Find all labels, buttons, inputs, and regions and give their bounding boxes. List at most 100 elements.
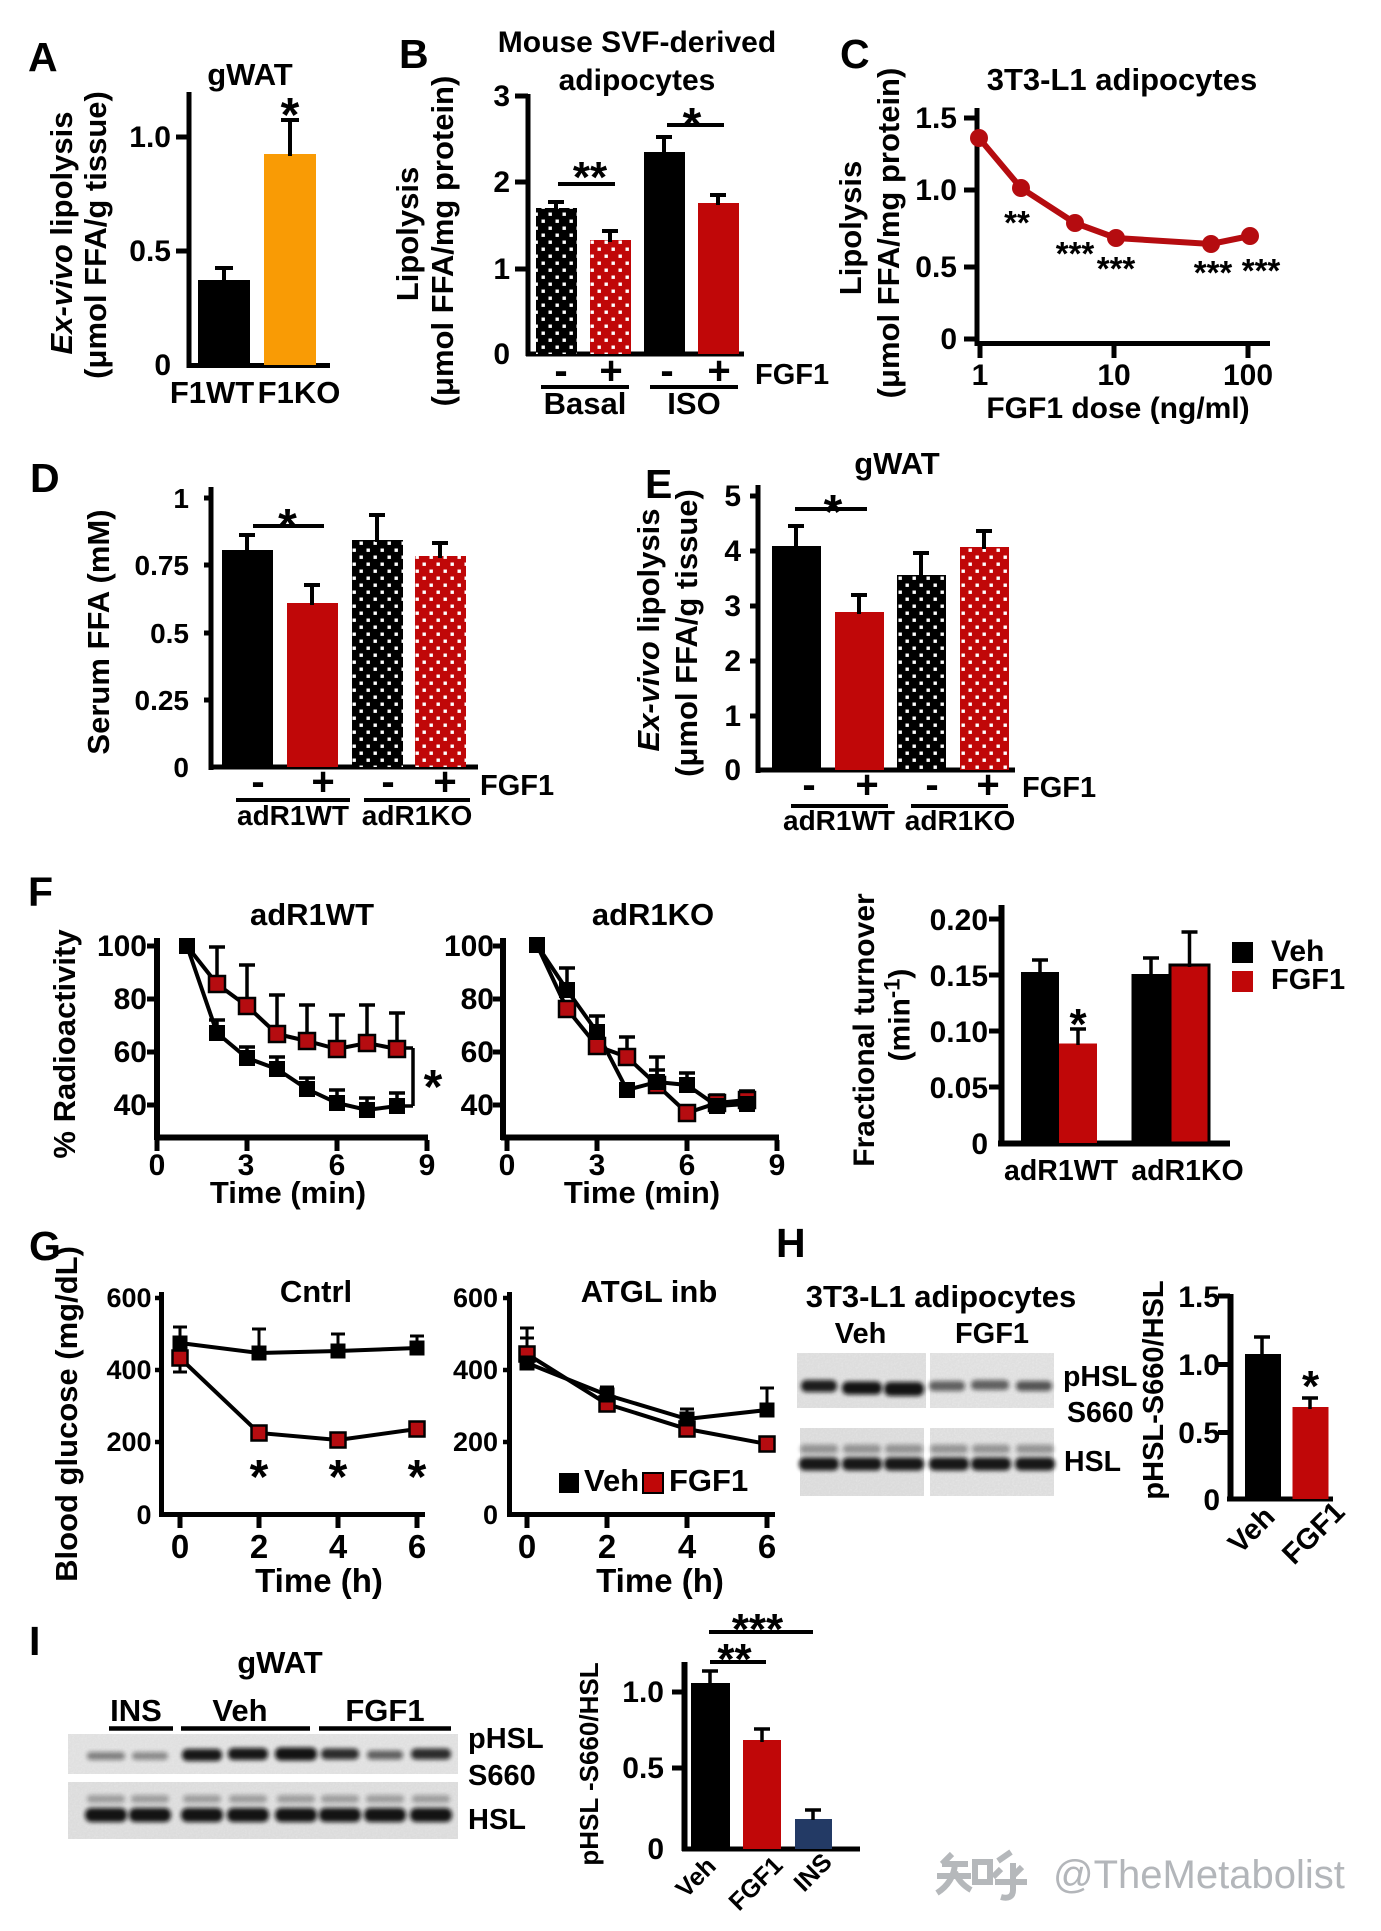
- svg-text:40: 40: [114, 1089, 147, 1122]
- svg-text:Ex-vivo lipolysis: Ex-vivo lipolysis: [631, 509, 666, 752]
- svg-text:**: **: [573, 153, 608, 202]
- svg-text:Time (h): Time (h): [255, 1562, 383, 1599]
- svg-text:Time (h): Time (h): [596, 1562, 724, 1599]
- svg-text:I: I: [29, 1618, 40, 1664]
- svg-text:100: 100: [444, 930, 494, 963]
- svg-text:9: 9: [769, 1149, 786, 1182]
- svg-text:-: -: [802, 763, 815, 807]
- svg-text:adR1WT: adR1WT: [1004, 1155, 1119, 1187]
- svg-text:pHSL-S660/HSL: pHSL-S660/HSL: [1138, 1280, 1170, 1499]
- svg-text:0: 0: [149, 1149, 166, 1182]
- svg-text:B: B: [399, 31, 429, 77]
- svg-text:9: 9: [419, 1149, 436, 1182]
- svg-text:0.75: 0.75: [135, 550, 190, 581]
- svg-text:**: **: [717, 1635, 752, 1684]
- svg-text:2: 2: [493, 166, 510, 199]
- svg-text:***: ***: [1056, 235, 1095, 272]
- svg-text:adR1KO: adR1KO: [1131, 1155, 1243, 1187]
- svg-text:1.0: 1.0: [129, 121, 171, 154]
- svg-text:60: 60: [461, 1036, 494, 1069]
- svg-text:3: 3: [238, 1149, 255, 1182]
- svg-text:1: 1: [493, 253, 510, 286]
- svg-text:Veh: Veh: [1271, 935, 1324, 968]
- svg-text:F1WT: F1WT: [170, 375, 254, 410]
- svg-text:80: 80: [461, 983, 494, 1016]
- svg-text:2: 2: [598, 1528, 616, 1565]
- svg-text:0: 0: [483, 1500, 498, 1530]
- svg-text:gWAT: gWAT: [237, 1645, 323, 1680]
- svg-text:E: E: [645, 461, 672, 507]
- svg-text:0.5: 0.5: [915, 251, 957, 284]
- svg-text:1.5: 1.5: [915, 102, 957, 135]
- svg-text:ISO: ISO: [667, 386, 720, 421]
- svg-text:+: +: [707, 349, 730, 393]
- svg-text:2: 2: [724, 645, 741, 678]
- svg-text:Ex-vivo lipolysis: Ex-vivo lipolysis: [44, 112, 79, 355]
- svg-text:Lipolysis: Lipolysis: [390, 167, 425, 301]
- svg-text:0: 0: [971, 1128, 988, 1161]
- svg-text:40: 40: [461, 1089, 494, 1122]
- svg-text:FGF1: FGF1: [345, 1693, 424, 1728]
- svg-text:S660: S660: [468, 1760, 536, 1792]
- svg-text:S660: S660: [1067, 1397, 1134, 1429]
- svg-text:0.15: 0.15: [930, 960, 988, 993]
- svg-text:Serum FFA (mM): Serum FFA (mM): [81, 509, 116, 754]
- svg-text:-: -: [554, 349, 567, 393]
- svg-text:FGF1: FGF1: [1022, 772, 1096, 804]
- svg-text:*: *: [278, 500, 297, 553]
- svg-text:400: 400: [453, 1355, 498, 1385]
- svg-text:pHSL: pHSL: [1063, 1361, 1137, 1393]
- svg-text:D: D: [30, 455, 60, 501]
- svg-text:0: 0: [518, 1528, 536, 1565]
- svg-text:+: +: [433, 760, 456, 804]
- svg-text:6: 6: [679, 1149, 696, 1182]
- svg-text:*: *: [250, 1451, 269, 1504]
- svg-text:80: 80: [114, 983, 147, 1016]
- svg-text:Blood glucose (mg/dL): Blood glucose (mg/dL): [49, 1246, 84, 1582]
- svg-text:3: 3: [589, 1149, 606, 1182]
- svg-text:4: 4: [678, 1528, 697, 1565]
- svg-text:Time (min): Time (min): [210, 1175, 366, 1210]
- svg-text:Fractional turnover: Fractional turnover: [848, 893, 881, 1167]
- svg-text:Mouse SVF-derived: Mouse SVF-derived: [498, 26, 776, 59]
- svg-text:60: 60: [114, 1036, 147, 1069]
- svg-text:*: *: [683, 99, 702, 152]
- svg-text:0: 0: [171, 1528, 189, 1565]
- svg-text:-: -: [381, 760, 394, 804]
- svg-text:+: +: [855, 763, 878, 807]
- svg-text:0: 0: [499, 1149, 516, 1182]
- svg-text:3: 3: [493, 80, 510, 113]
- svg-text:+: +: [311, 760, 334, 804]
- svg-text:F1KO: F1KO: [258, 375, 341, 410]
- svg-text:0.20: 0.20: [930, 904, 988, 937]
- svg-text:600: 600: [453, 1283, 498, 1313]
- svg-text:4: 4: [329, 1528, 348, 1565]
- svg-text:*: *: [424, 1061, 443, 1114]
- svg-text:adR1WT: adR1WT: [237, 800, 349, 831]
- svg-text:FGF1: FGF1: [480, 770, 554, 802]
- svg-text:1.0: 1.0: [915, 174, 957, 207]
- svg-text:FGF1: FGF1: [755, 359, 829, 391]
- svg-text:Time (min): Time (min): [564, 1175, 720, 1210]
- svg-text:*: *: [1302, 1362, 1320, 1411]
- svg-text:Cntrl: Cntrl: [280, 1274, 352, 1309]
- svg-text:0: 0: [173, 752, 189, 783]
- svg-text:adR1KO: adR1KO: [592, 897, 714, 932]
- svg-text:1.0: 1.0: [1178, 1349, 1220, 1382]
- svg-text:0: 0: [136, 1500, 151, 1530]
- svg-text:1: 1: [972, 359, 989, 392]
- svg-text:+: +: [599, 349, 622, 393]
- svg-text:HSL: HSL: [468, 1804, 526, 1836]
- svg-text:+: +: [976, 763, 999, 807]
- svg-text:HSL: HSL: [1064, 1446, 1121, 1478]
- svg-text:-: -: [660, 349, 673, 393]
- svg-text:6: 6: [329, 1149, 346, 1182]
- svg-text:FGF1: FGF1: [1271, 964, 1345, 996]
- svg-text:6: 6: [408, 1528, 426, 1565]
- svg-text:0: 0: [1203, 1484, 1220, 1517]
- svg-text:adR1KO: adR1KO: [905, 805, 1015, 836]
- svg-text:(μmol FFA/mg protein): (μmol FFA/mg protein): [871, 68, 906, 399]
- svg-text:**: **: [1004, 204, 1030, 241]
- svg-text:Veh: Veh: [212, 1693, 267, 1728]
- svg-text:adR1WT: adR1WT: [250, 897, 374, 932]
